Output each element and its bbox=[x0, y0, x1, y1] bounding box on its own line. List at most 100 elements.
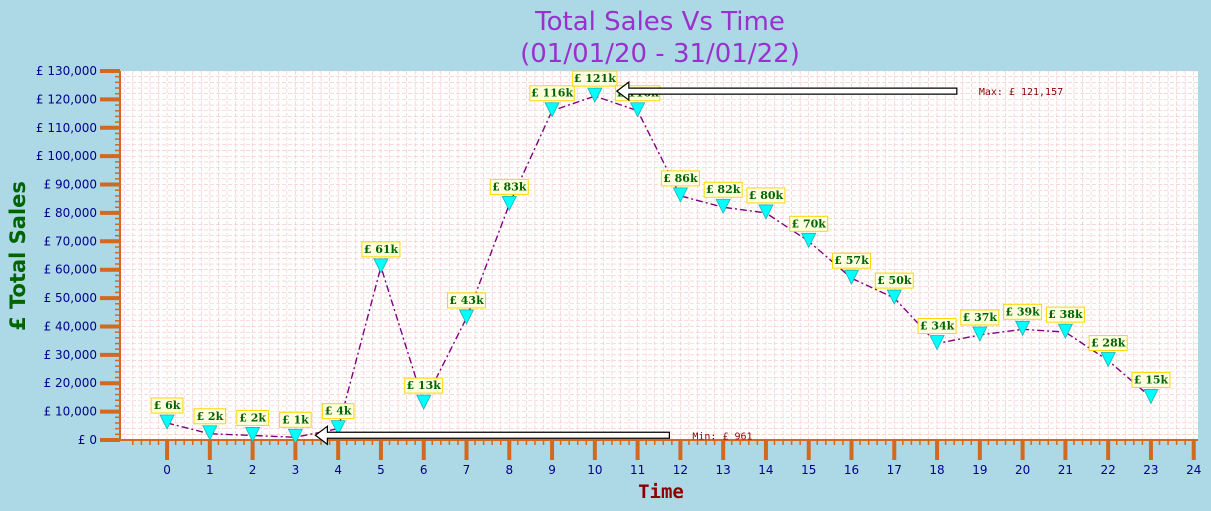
data-label: £ 28k bbox=[1091, 337, 1126, 350]
data-label-box bbox=[404, 377, 444, 394]
data-label-box bbox=[279, 411, 312, 428]
data-label: £ 2k bbox=[196, 410, 223, 423]
x-tick-label: 13 bbox=[716, 463, 731, 477]
data-label-box bbox=[489, 178, 529, 195]
data-label-box bbox=[1003, 303, 1043, 320]
x-tick-label: 23 bbox=[1143, 463, 1158, 477]
data-point bbox=[202, 425, 218, 441]
x-tick-label: 19 bbox=[972, 463, 987, 477]
min-annotation: Min: £ 961 bbox=[692, 431, 752, 442]
x-tick-label: 9 bbox=[548, 463, 556, 477]
y-tick-label: £ 90,000 bbox=[44, 178, 97, 192]
y-tick-label: £ 120,000 bbox=[36, 92, 97, 106]
data-point bbox=[672, 187, 689, 203]
data-label-box bbox=[917, 317, 957, 334]
data-label: £ 13k bbox=[407, 379, 442, 392]
data-label-box bbox=[832, 252, 871, 269]
data-label: £ 50k bbox=[877, 274, 912, 287]
data-label: £ 15k bbox=[1134, 373, 1169, 386]
x-tick-label: 5 bbox=[377, 463, 385, 477]
y-tick-label: £ 110,000 bbox=[36, 121, 97, 135]
x-tick-label: 18 bbox=[929, 463, 944, 477]
data-labels: £ 6k £ 2k £ 2k £ 1k £ 4k £ 61k £ 13k £ 43k £ 83k… bbox=[150, 70, 1171, 428]
data-point bbox=[715, 198, 731, 215]
y-tick-label: £ 100,000 bbox=[36, 149, 97, 163]
data-label: £ 121k bbox=[574, 72, 616, 85]
data-point bbox=[373, 258, 389, 274]
x-tick-label: 11 bbox=[630, 463, 645, 477]
data-label: £ 43k bbox=[449, 294, 484, 307]
data-point bbox=[843, 269, 860, 286]
max-annotation: Max: £ 121,157 bbox=[979, 87, 1063, 98]
axes: £ 0 £ 10,000 £ 20,000 £ 30,000 £ 40,000 £ 50,… bbox=[36, 64, 1201, 477]
data-point bbox=[1014, 320, 1031, 337]
y-tick-label: £ 130,000 bbox=[36, 64, 97, 78]
x-tick-label: 17 bbox=[887, 463, 902, 477]
data-point bbox=[1057, 323, 1074, 340]
data-label-box bbox=[236, 409, 269, 426]
data-label-box bbox=[193, 408, 227, 425]
x-tick-label: 6 bbox=[420, 463, 428, 477]
data-point bbox=[244, 427, 261, 443]
sales-series bbox=[159, 87, 1159, 445]
x-tick-label: 10 bbox=[587, 463, 602, 477]
data-label: £ 4k bbox=[325, 405, 352, 418]
data-point bbox=[287, 428, 304, 445]
data-label: £ 82k bbox=[706, 183, 741, 196]
data-point bbox=[629, 102, 646, 118]
data-label-box bbox=[447, 292, 486, 309]
data-point bbox=[1143, 389, 1159, 405]
x-tick-label: 0 bbox=[163, 463, 171, 477]
grid bbox=[120, 70, 1198, 441]
y-axis-label: £ Total Sales bbox=[6, 181, 30, 331]
data-label: £ 39k bbox=[1005, 305, 1040, 318]
data-label-box bbox=[572, 70, 618, 87]
x-tick-label: 24 bbox=[1186, 463, 1201, 477]
plot-area bbox=[120, 71, 1198, 440]
x-tick-label: 21 bbox=[1058, 463, 1073, 477]
series-line bbox=[166, 95, 1152, 438]
data-point bbox=[458, 309, 475, 325]
y-tick-label: £ 20,000 bbox=[44, 376, 97, 390]
data-label: £ 1k bbox=[282, 413, 309, 426]
y-tick-label: £ 0 bbox=[78, 433, 97, 447]
x-tick-label: 7 bbox=[463, 463, 471, 477]
x-tick-label: 15 bbox=[801, 463, 816, 477]
data-label-box bbox=[874, 272, 914, 289]
annotations: Max: £ 121,157 Min: £ 961 bbox=[314, 80, 1063, 446]
x-axis-label: Time bbox=[638, 481, 684, 503]
data-label: £ 57k bbox=[834, 254, 869, 267]
x-tick-label: 8 bbox=[505, 463, 513, 477]
y-tick-label: £ 30,000 bbox=[44, 348, 97, 362]
data-label-box bbox=[1131, 371, 1171, 388]
data-label-box bbox=[321, 403, 355, 420]
data-point bbox=[929, 335, 945, 351]
data-point bbox=[758, 204, 774, 220]
data-label: £ 6k bbox=[154, 399, 181, 412]
min-arrow bbox=[314, 425, 670, 446]
data-label: £ 37k bbox=[963, 311, 998, 324]
x-tick-label: 16 bbox=[844, 463, 859, 477]
data-label: £ 116k bbox=[531, 87, 573, 100]
y-tick-label: £ 40,000 bbox=[44, 319, 97, 333]
data-label-box bbox=[361, 241, 401, 258]
x-tick-label: 2 bbox=[249, 463, 257, 477]
data-label: £ 61k bbox=[364, 243, 399, 256]
data-point bbox=[886, 289, 902, 305]
data-label: £ 38k bbox=[1048, 308, 1083, 321]
y-tick-label: £ 80,000 bbox=[44, 206, 97, 220]
data-label: £ 70k bbox=[792, 217, 827, 230]
x-tick-label: 3 bbox=[292, 463, 300, 477]
x-tick-label: 14 bbox=[758, 463, 773, 477]
data-label-box bbox=[529, 85, 575, 102]
data-point bbox=[330, 420, 346, 436]
data-point bbox=[501, 196, 517, 212]
data-label: £ 2k bbox=[239, 411, 266, 424]
data-point bbox=[801, 232, 817, 249]
data-label: £ 86k bbox=[663, 172, 698, 185]
data-label-box bbox=[1088, 335, 1128, 352]
data-label: £ 34k bbox=[920, 319, 955, 332]
chart-title: Total Sales Vs Time bbox=[534, 7, 785, 37]
x-tick-label: 4 bbox=[334, 463, 342, 477]
